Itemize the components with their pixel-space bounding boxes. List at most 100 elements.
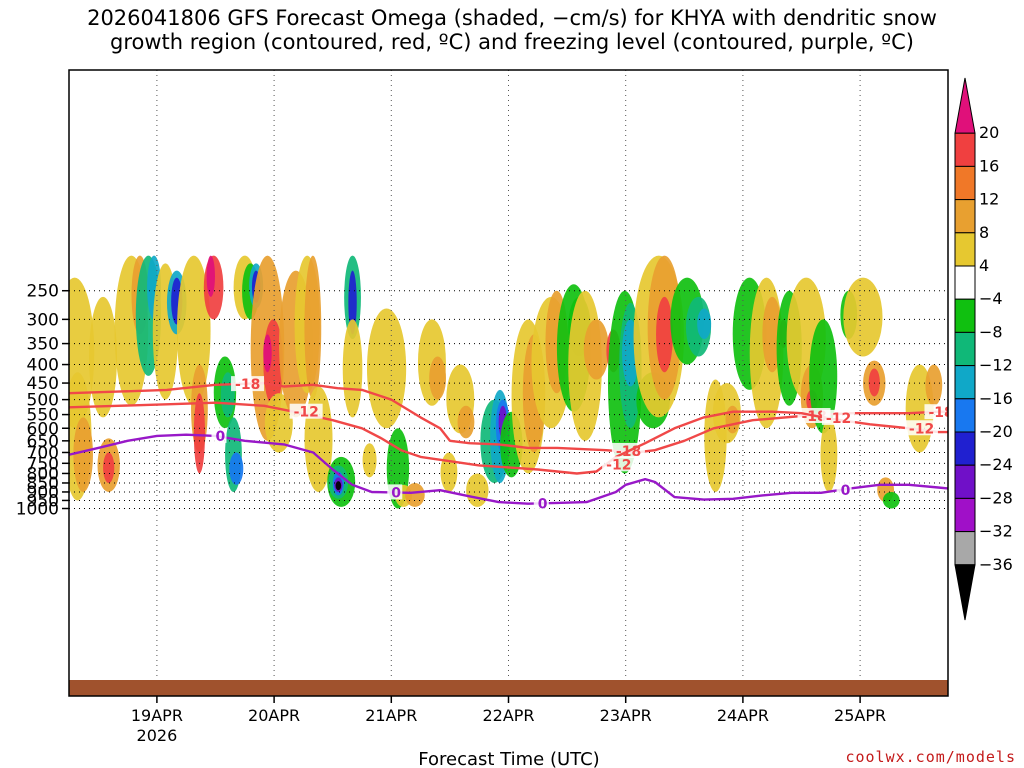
- pressure-tick-label: 250: [27, 282, 59, 302]
- pressure-tick-label: 350: [27, 335, 59, 355]
- colorbar-bin: [954, 531, 976, 566]
- pressure-tick-label: 650: [27, 432, 59, 452]
- omega-shade-blob: [304, 255, 322, 400]
- omega-shade-blob: [335, 481, 342, 491]
- contour-label-bg: [836, 481, 852, 497]
- contour-label: 0: [391, 485, 401, 501]
- omega-shade-blob: [429, 356, 447, 400]
- contour-label-bg: [533, 495, 549, 511]
- omega-shade-blob: [440, 452, 458, 492]
- chart-title-line-1: 2026041806 GFS Forecast Omega (shaded, −…: [87, 6, 937, 30]
- chart-title-line-2: growth region (contoured, red, ºC) and f…: [110, 30, 914, 54]
- omega-shade-blob: [868, 368, 880, 397]
- omega-shade-blob: [73, 417, 93, 492]
- pressure-tick-label: 800: [27, 464, 59, 484]
- pressure-tick-label: 1000: [16, 500, 59, 520]
- contour-label: 0: [841, 483, 851, 499]
- colorbar-bin: [954, 331, 976, 367]
- colorbar-bin: [954, 165, 976, 201]
- contour-label-bg: [387, 484, 403, 500]
- chart-title: 2026041806 GFS Forecast Omega (shaded, −…: [0, 6, 1024, 54]
- contour--12C: [69, 401, 948, 475]
- contour-label-bg: [821, 409, 855, 425]
- contour-label: -12: [909, 421, 934, 437]
- colorbar-bin: [954, 398, 976, 433]
- pressure-tick-label: 450: [27, 374, 59, 394]
- omega-shade-blob: [348, 270, 357, 335]
- colorbar-bin: [954, 199, 976, 234]
- contour-label-bg: [211, 427, 227, 443]
- omega-shade-blob: [882, 491, 900, 509]
- omega-shade-blob: [193, 393, 206, 474]
- pressure-tick-label: 900: [27, 483, 59, 503]
- colorbar-tick-label: −4: [979, 289, 1003, 308]
- omega-shade-blob: [925, 364, 943, 406]
- contour-label-bg: [924, 404, 948, 420]
- colorbar-top-arrow: [954, 77, 976, 134]
- pressure-axis: 250 300 3504004505005506006507007508008509…: [16, 282, 69, 520]
- omega-shade-blob: [366, 308, 407, 429]
- contour-0C: [69, 433, 948, 505]
- pressure-tick-label: 750: [27, 454, 59, 474]
- pressure-tick-label: 400: [27, 356, 59, 376]
- pressure-tick-label: 950: [27, 491, 59, 511]
- colorbar-bin: [954, 365, 976, 400]
- colorbar-tick-label: 12: [979, 190, 999, 209]
- contour-label: -18: [802, 409, 827, 425]
- pressure-tick-label: 600: [27, 419, 59, 439]
- omega-shade-blob: [843, 277, 883, 357]
- contour-label-bg: [231, 376, 265, 392]
- omega-shade-blob: [809, 319, 838, 434]
- colorbar-tick-label: 4: [979, 256, 989, 275]
- contour-label: -18: [235, 377, 260, 393]
- time-tick-label: 20APR: [248, 706, 300, 725]
- x-axis-label: Forecast Time (UTC): [418, 749, 599, 768]
- omega-shade-blob: [656, 296, 673, 373]
- colorbar-bottom-arrow: [954, 564, 976, 621]
- colorbar-tick-label: −12: [979, 356, 1013, 375]
- colorbar-bin: [954, 232, 976, 267]
- contour-label-bg: [904, 420, 938, 436]
- omega-shade-blob: [342, 319, 363, 418]
- time-tick-label: 22APR: [482, 706, 534, 725]
- colorbar-bin: [954, 265, 976, 300]
- colorbar-tick-label: −32: [979, 522, 1013, 541]
- year-label: 2026: [137, 726, 178, 745]
- colorbar-bin: [954, 431, 976, 466]
- colorbar-tick-label: −8: [979, 322, 1003, 341]
- contour-label: -12: [294, 405, 319, 421]
- colorbar-tick-label: −28: [979, 488, 1013, 507]
- omega-shade-blob: [466, 473, 489, 507]
- contour-label-bg: [289, 403, 323, 419]
- contour-label-bg: [602, 456, 636, 472]
- time-tick-label: 25APR: [834, 706, 886, 725]
- omega-colorbar: 20 16 12 8 4 −4 −8 −12 −16 −20 −24 −28 −32 −36: [954, 77, 1013, 621]
- contour-label: 0: [216, 429, 226, 445]
- ground-surface: [69, 680, 948, 696]
- colorbar-tick-label: −24: [979, 455, 1013, 474]
- credit-link[interactable]: coolwx.com/models: [845, 748, 1016, 766]
- contour-label: 0: [538, 496, 548, 512]
- time-tick-label: 19APR: [131, 706, 183, 725]
- omega-shade-blob: [229, 452, 244, 485]
- omega-shade-blob: [457, 405, 475, 439]
- omega-shade-blob: [103, 452, 115, 483]
- omega-shade-blob: [206, 255, 215, 297]
- colorbar-tick-label: 8: [979, 223, 989, 242]
- pressure-tick-label: 300: [27, 310, 59, 330]
- time-axis: 19APR 20APR 21APR 22APR 23APR 24APR 25APR 2026: [131, 696, 886, 745]
- time-tick-label: 24APR: [717, 706, 769, 725]
- omega-shade-blob: [89, 296, 118, 418]
- omega-shade-blob: [362, 443, 377, 478]
- colorbar-tick-label: −16: [979, 389, 1013, 408]
- colorbar-tick-label: 20: [979, 123, 999, 142]
- colorbar-bin: [954, 132, 976, 167]
- pressure-tick-label: 700: [27, 443, 59, 463]
- contour-label: -12: [606, 457, 631, 473]
- pressure-tick-label: 550: [27, 406, 59, 426]
- colorbar-bin: [954, 464, 976, 499]
- colorbar-tick-label: −20: [979, 422, 1013, 441]
- omega-shade-blob: [725, 405, 740, 434]
- omega-shade-blob: [405, 482, 425, 507]
